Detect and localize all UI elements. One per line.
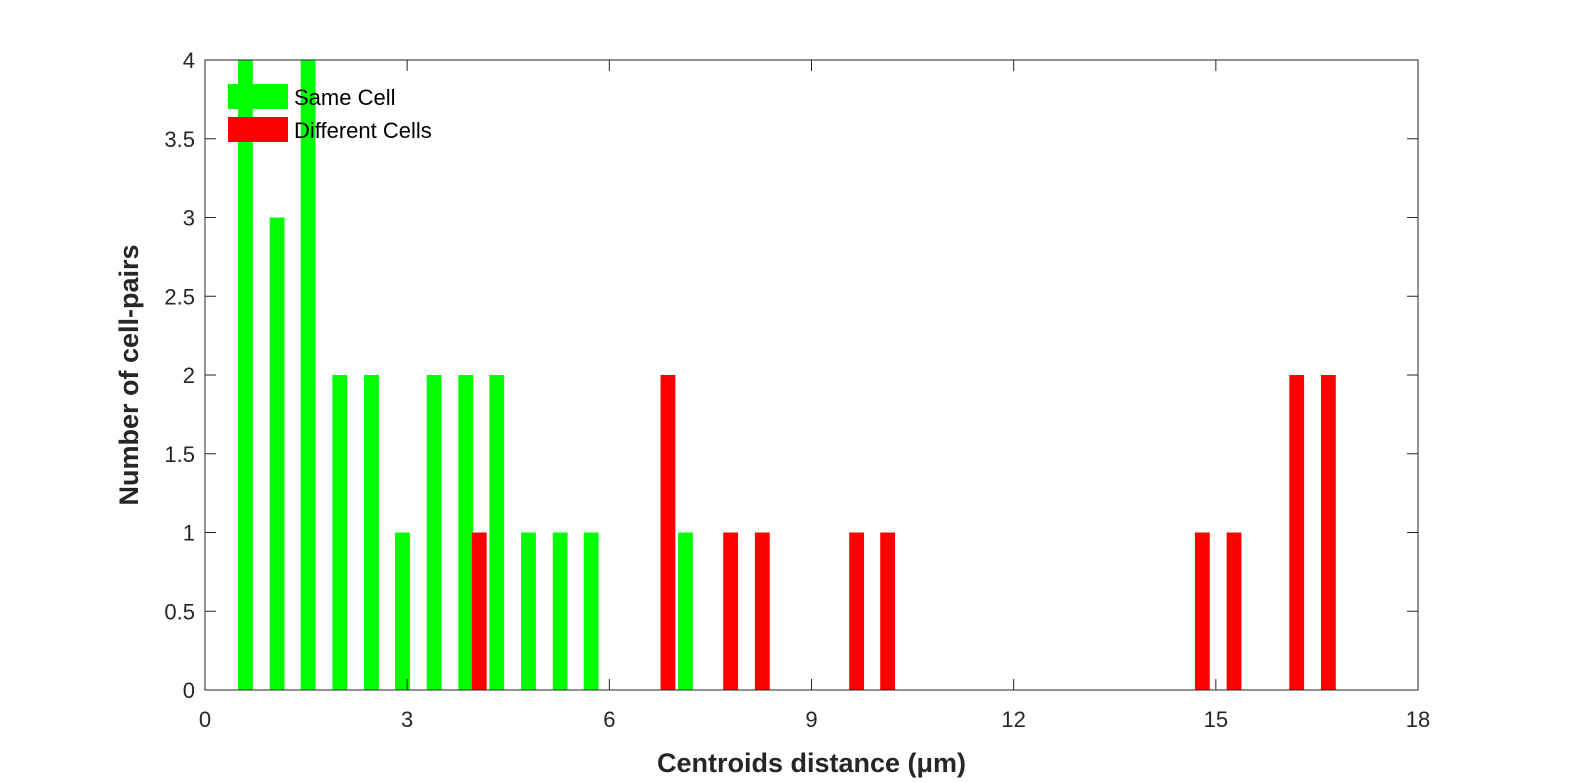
axis-ticks [204, 59, 1419, 691]
x-tick-label-1: 3 [401, 707, 413, 732]
bar-different-cells-5 [880, 532, 896, 690]
bar-different-cells-7 [1226, 532, 1242, 690]
x-tick-label-0: 0 [199, 707, 211, 732]
legend-swatch-different-cells [228, 117, 288, 142]
legend: Same Cell Different Cells [228, 84, 432, 143]
bar-same-cell-7 [458, 375, 474, 690]
bar-same-cell-4 [364, 375, 379, 690]
y-axis-title: Number of cell-pairs [114, 244, 144, 505]
y-tick-label-6: 3 [183, 206, 195, 231]
y-tick-label-4: 2 [183, 363, 195, 388]
y-tick-label-8: 4 [183, 48, 195, 73]
series-different-cells-bars [471, 375, 1336, 690]
y-tick-label-2: 1 [183, 521, 195, 546]
y-axis-tick-labels: 0 0.5 1 1.5 2 2.5 3 3.5 4 [164, 48, 195, 703]
bar-same-cell-5 [395, 532, 410, 690]
bar-different-cells-8 [1289, 375, 1305, 690]
y-tick-label-7: 3.5 [164, 127, 195, 152]
x-axis-title: Centroids distance (μm) [657, 748, 966, 778]
x-tick-label-5: 15 [1204, 707, 1228, 732]
y-tick-label-3: 1.5 [164, 442, 195, 467]
bar-different-cells-0 [471, 532, 487, 690]
legend-label-same-cell: Same Cell [294, 85, 395, 110]
y-tick-label-1: 0.5 [164, 599, 195, 624]
bar-same-cell-3 [332, 375, 348, 690]
bar-same-cell-0 [238, 60, 253, 690]
x-tick-label-2: 6 [603, 707, 615, 732]
bar-same-cell-2 [300, 60, 316, 690]
x-tick-label-3: 9 [805, 707, 817, 732]
bar-different-cells-4 [849, 532, 865, 690]
bar-same-cell-12 [678, 532, 693, 690]
bar-same-cell-10 [552, 532, 568, 690]
bar-same-cell-11 [583, 532, 599, 690]
y-tick-label-0: 0 [183, 678, 195, 703]
bar-different-cells-2 [723, 532, 739, 690]
bar-different-cells-3 [754, 532, 770, 690]
bar-different-cells-9 [1320, 375, 1336, 690]
legend-swatch-same-cell [228, 84, 288, 109]
bar-different-cells-6 [1194, 532, 1210, 690]
bar-different-cells-1 [660, 375, 676, 690]
x-tick-label-4: 12 [1001, 707, 1025, 732]
series-same-cell-bars [238, 60, 693, 690]
x-tick-label-6: 18 [1406, 707, 1430, 732]
x-axis-tick-labels: 0 3 6 9 12 15 18 [199, 707, 1430, 732]
y-tick-label-5: 2.5 [164, 284, 195, 309]
bar-same-cell-9 [521, 532, 536, 690]
bar-same-cell-1 [269, 217, 285, 690]
bar-same-cell-8 [489, 375, 505, 690]
bar-same-cell-6 [426, 375, 442, 690]
legend-label-different-cells: Different Cells [294, 118, 432, 143]
